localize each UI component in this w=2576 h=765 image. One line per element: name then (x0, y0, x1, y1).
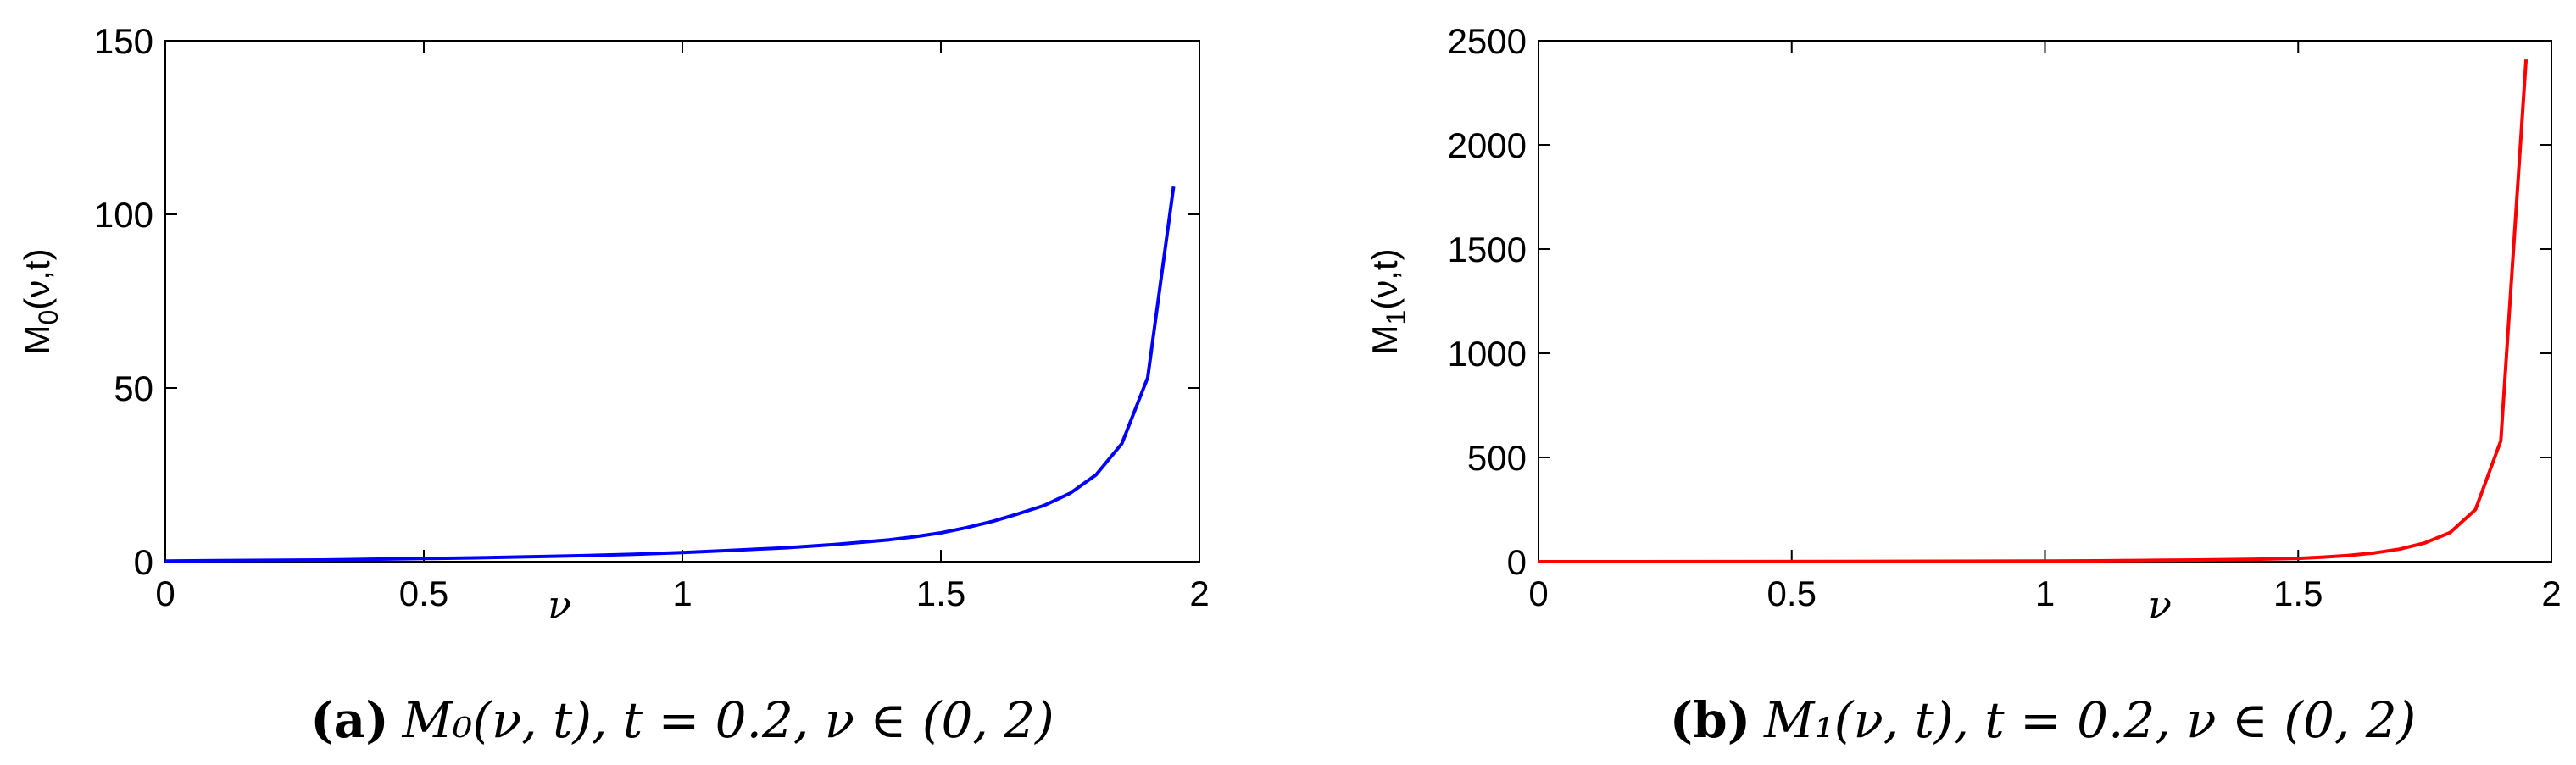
y-tick-labels: 0 50 100 150 (94, 21, 153, 582)
x-tick-label: 1.5 (2273, 574, 2323, 613)
y-tick-label: 50 (114, 369, 153, 408)
caption-tag: (a) (310, 691, 388, 749)
y-tick-labels: 0 500 1000 1500 2000 2500 (1448, 21, 1527, 582)
x-tick-label: 0 (155, 574, 175, 613)
y-axis-label-sub: 0 (33, 310, 64, 325)
x-tick-label: 1.5 (916, 574, 965, 613)
y-axis-label-rest: (ν,t) (1365, 248, 1405, 309)
y-tick-label: 2500 (1448, 21, 1527, 61)
x-tick-label: 0.5 (399, 574, 448, 613)
data-series (164, 186, 1176, 563)
caption-b: (b) M₁(ν, t), t = 0.2, ν ∈ (0, 2) (1670, 691, 2417, 749)
tick-marks (164, 40, 1200, 563)
y-tick-label: 0 (1507, 542, 1527, 582)
x-tick-labels: 0 0.5 1 1.5 2 (155, 574, 1209, 613)
y-axis-label: M0(ν,t) (17, 248, 64, 354)
y-axis-label-sub: 1 (1381, 310, 1411, 325)
y-tick-label: 500 (1467, 438, 1527, 478)
y-tick-label: 150 (94, 21, 153, 61)
y-tick-label: 100 (94, 195, 153, 235)
y-axis-label-main: M (1365, 325, 1405, 355)
series-line-0 (1538, 58, 2529, 563)
y-tick-label: 2000 (1448, 125, 1527, 165)
y-axis-label-main: M (17, 325, 57, 355)
x-tick-labels: 0 0.5 1 1.5 2 (1528, 574, 2561, 613)
series-line-0 (164, 186, 1176, 563)
plot-frame (164, 40, 1200, 563)
x-tick-label: 1 (2035, 574, 2055, 613)
caption-text: M₀(ν, t), t = 0.2, ν ∈ (0, 2) (402, 691, 1054, 749)
caption-a: (a) M₀(ν, t), t = 0.2, ν ∈ (0, 2) (310, 691, 1054, 749)
plot-frame (1538, 40, 2552, 563)
x-tick-label: 2 (2541, 574, 2561, 613)
caption-tag: (b) (1670, 691, 1750, 749)
x-axis-label: ν (2148, 582, 2172, 628)
x-tick-label: 1 (672, 574, 692, 613)
y-axis-label-rest: (ν,t) (17, 248, 57, 309)
tick-marks (1538, 40, 2552, 563)
x-tick-label: 0.5 (1767, 574, 1817, 613)
y-tick-label: 0 (134, 542, 153, 582)
y-axis-label: M1(ν,t) (1365, 248, 1411, 354)
x-tick-label: 0 (1528, 574, 1548, 613)
y-tick-label: 1000 (1448, 334, 1527, 374)
data-series (1538, 58, 2529, 563)
x-axis-label: ν (548, 582, 571, 628)
x-tick-label: 2 (1189, 574, 1209, 613)
caption-text: M₁(ν, t), t = 0.2, ν ∈ (0, 2) (1763, 691, 2416, 749)
y-tick-label: 1500 (1448, 230, 1527, 269)
